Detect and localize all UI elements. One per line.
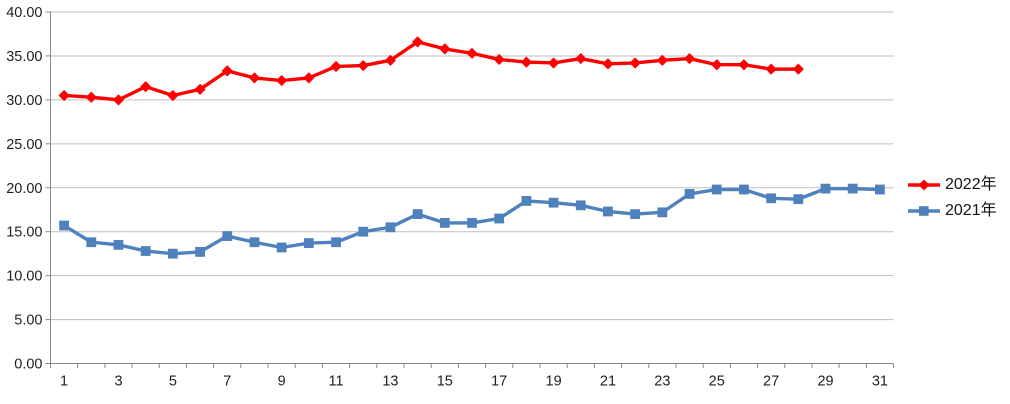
x-axis-label: 9 <box>278 374 286 390</box>
series-2021-marker <box>195 246 205 257</box>
series-2022-marker <box>276 74 288 87</box>
series-2022-marker <box>112 94 125 106</box>
series-2022-marker <box>738 59 750 71</box>
series-2022-marker <box>439 43 451 55</box>
series-2021-marker <box>412 209 423 220</box>
series-2021-marker <box>548 197 559 208</box>
series-2022-marker <box>357 60 369 72</box>
series-2021-marker <box>875 184 885 195</box>
x-axis-label: 25 <box>709 374 725 390</box>
series-2021-marker <box>276 242 287 253</box>
series-2021-marker <box>657 207 668 218</box>
series-2022-line <box>62 40 801 102</box>
series-2021-marker <box>575 200 586 211</box>
series-2021-marker <box>521 196 532 206</box>
y-axis-label: 25.00 <box>6 137 42 153</box>
legend-marker-2022-icon <box>908 179 940 191</box>
series-2022-marker <box>85 91 97 103</box>
series-2022-marker <box>248 72 261 84</box>
series-2022-marker <box>140 81 152 93</box>
y-axis-label: 10.00 <box>6 269 42 285</box>
series-2022-marker <box>384 54 397 66</box>
legend-label-2022: 2022年 <box>945 176 997 193</box>
series-2021-marker <box>467 218 477 228</box>
series-2021-marker <box>222 231 233 241</box>
series-2021-marker <box>249 237 260 248</box>
series-2022-marker <box>466 47 478 59</box>
y-axis-label: 15.00 <box>6 225 42 241</box>
series-2022-marker <box>194 83 206 95</box>
series-2021-marker <box>439 218 450 228</box>
x-axis-label: 17 <box>491 374 507 390</box>
series-2021-marker <box>385 222 396 233</box>
series-2021-marker <box>331 237 341 248</box>
x-axis-label: 21 <box>600 374 616 390</box>
x-axis-label: 19 <box>546 374 562 390</box>
series-2021-marker <box>847 183 858 194</box>
x-axis-label: 1 <box>60 374 68 390</box>
x-axis-label: 31 <box>872 374 888 390</box>
series-2021-marker <box>167 248 178 259</box>
legend: 2022年 2021年 <box>908 174 997 222</box>
series-2021-marker <box>59 220 69 231</box>
series-2021-marker <box>86 237 97 248</box>
legend-item-2021: 2021年 <box>908 200 997 222</box>
series-2022-marker <box>656 54 668 66</box>
series-2022-marker <box>629 57 641 69</box>
series-2021-marker <box>739 184 749 195</box>
y-axis-label: 0.00 <box>14 357 42 373</box>
series-2021-marker <box>140 246 151 256</box>
x-axis-label: 5 <box>169 374 177 390</box>
series-2021-marker <box>494 213 505 224</box>
series-2022-marker <box>792 63 804 75</box>
series-2021-marker <box>711 184 722 195</box>
x-axis-label: 11 <box>329 374 344 390</box>
series-2022-marker <box>547 57 560 69</box>
y-axis-label: 35.00 <box>6 49 42 65</box>
x-axis-label: 7 <box>223 374 231 390</box>
series-2021-marker <box>820 183 831 194</box>
y-axis-label: 40.00 <box>6 5 42 21</box>
series-2022-marker <box>520 56 532 68</box>
series-2022-marker <box>221 65 233 77</box>
series-2022-marker <box>330 60 342 73</box>
x-axis-label: 27 <box>763 374 779 390</box>
series-2021-marker <box>684 189 695 199</box>
y-axis-label: 5.00 <box>14 313 42 329</box>
series-2022-marker <box>58 89 70 102</box>
series-2022-marker <box>412 36 424 48</box>
y-axis-label: 30.00 <box>6 93 42 109</box>
series-2021-marker <box>358 226 369 237</box>
series-2022-marker <box>493 53 505 66</box>
legend-label-2021: 2021年 <box>945 202 997 219</box>
series-2021-marker <box>766 193 777 204</box>
legend-item-2022: 2022年 <box>908 174 997 196</box>
series-2022-marker <box>765 63 777 75</box>
x-axis-label: 23 <box>654 374 670 390</box>
x-axis-label: 15 <box>437 374 453 390</box>
series-2022-marker <box>303 72 315 84</box>
series-2022-marker <box>167 89 179 102</box>
series-2022-marker <box>575 52 587 65</box>
series-2022-marker <box>711 59 723 71</box>
x-axis-label: 29 <box>817 374 833 390</box>
series-2021-marker <box>793 194 804 205</box>
x-axis-label: 3 <box>114 374 122 390</box>
legend-marker-2021-icon <box>908 206 940 216</box>
series-2021-marker <box>113 239 124 250</box>
series-2022-marker <box>683 52 696 65</box>
y-axis-label: 20.00 <box>6 181 42 197</box>
series-2021-marker <box>303 238 314 249</box>
series-2021-marker <box>630 209 641 220</box>
series-2021-marker <box>603 206 613 217</box>
series-2022-marker <box>602 58 614 70</box>
x-axis-label: 13 <box>382 374 398 390</box>
